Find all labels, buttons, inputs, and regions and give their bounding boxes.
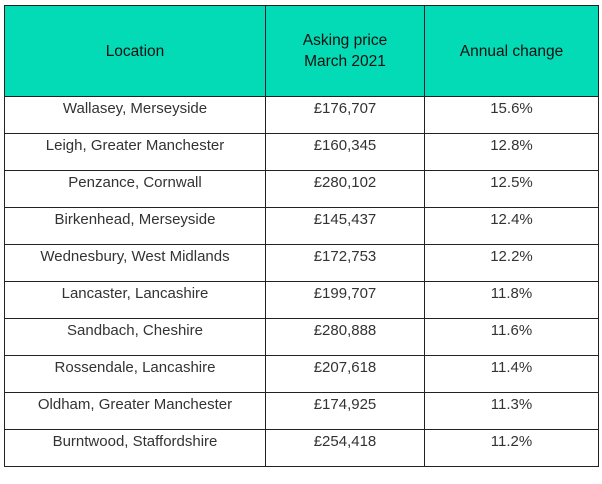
change-cell: 11.8% bbox=[424, 281, 599, 319]
header-asking-price-line1: Asking price bbox=[302, 32, 388, 49]
price-cell: £280,102 bbox=[265, 170, 425, 208]
location-cell: Rossendale, Lancashire bbox=[4, 355, 266, 393]
change-cell: 12.4% bbox=[424, 207, 599, 245]
header-asking-price: Asking price March 2021 bbox=[265, 5, 425, 97]
table-row: Burntwood, Staffordshire £254,418 11.2% bbox=[4, 429, 599, 467]
location-cell: Lancaster, Lancashire bbox=[4, 281, 266, 319]
price-cell: £174,925 bbox=[265, 392, 425, 430]
header-location: Location bbox=[4, 5, 266, 97]
price-cell: £145,437 bbox=[265, 207, 425, 245]
location-cell: Birkenhead, Merseyside bbox=[4, 207, 266, 245]
change-cell: 11.2% bbox=[424, 429, 599, 467]
location-cell: Burntwood, Staffordshire bbox=[4, 429, 266, 467]
change-cell: 11.3% bbox=[424, 392, 599, 430]
location-cell: Wallasey, Merseyside bbox=[4, 96, 266, 134]
header-asking-price-line2: March 2021 bbox=[304, 53, 386, 70]
change-cell: 11.6% bbox=[424, 318, 599, 356]
location-cell: Sandbach, Cheshire bbox=[4, 318, 266, 356]
change-cell: 12.2% bbox=[424, 244, 599, 282]
change-cell: 11.4% bbox=[424, 355, 599, 393]
table-row: Lancaster, Lancashire £199,707 11.8% bbox=[4, 281, 599, 319]
change-cell: 12.5% bbox=[424, 170, 599, 208]
location-cell: Penzance, Cornwall bbox=[4, 170, 266, 208]
table-row: Sandbach, Cheshire £280,888 11.6% bbox=[4, 318, 599, 356]
table-row: Penzance, Cornwall £280,102 12.5% bbox=[4, 170, 599, 208]
table-row: Oldham, Greater Manchester £174,925 11.3% bbox=[4, 392, 599, 430]
price-cell: £160,345 bbox=[265, 133, 425, 171]
table-row: Birkenhead, Merseyside £145,437 12.4% bbox=[4, 207, 599, 245]
location-cell: Leigh, Greater Manchester bbox=[4, 133, 266, 171]
location-cell: Oldham, Greater Manchester bbox=[4, 392, 266, 430]
price-cell: £254,418 bbox=[265, 429, 425, 467]
table-row: Leigh, Greater Manchester £160,345 12.8% bbox=[4, 133, 599, 171]
location-cell: Wednesbury, West Midlands bbox=[4, 244, 266, 282]
asking-price-table: Location Asking price March 2021 Annual c… bbox=[4, 5, 599, 467]
change-cell: 12.8% bbox=[424, 133, 599, 171]
price-cell: £280,888 bbox=[265, 318, 425, 356]
change-cell: 15.6% bbox=[424, 96, 599, 134]
price-cell: £207,618 bbox=[265, 355, 425, 393]
table-row: Rossendale, Lancashire £207,618 11.4% bbox=[4, 355, 599, 393]
price-cell: £199,707 bbox=[265, 281, 425, 319]
header-annual-change: Annual change bbox=[424, 5, 599, 97]
table-row: Wednesbury, West Midlands £172,753 12.2% bbox=[4, 244, 599, 282]
table-row: Wallasey, Merseyside £176,707 15.6% bbox=[4, 96, 599, 134]
price-cell: £172,753 bbox=[265, 244, 425, 282]
header-row: Location Asking price March 2021 Annual c… bbox=[4, 5, 599, 97]
price-cell: £176,707 bbox=[265, 96, 425, 134]
